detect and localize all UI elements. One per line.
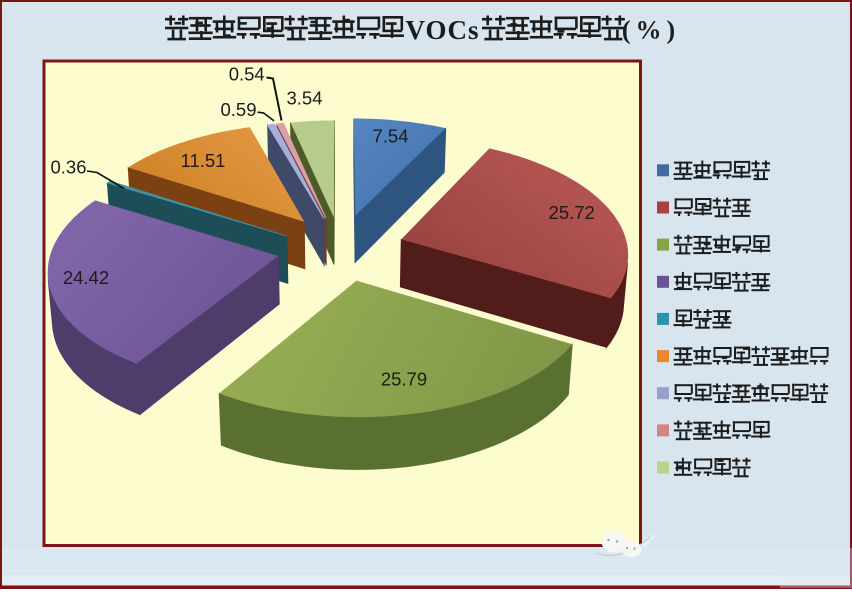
- svg-text:0.36: 0.36: [50, 157, 86, 178]
- svg-text:11.51: 11.51: [181, 150, 226, 171]
- svg-text:24.42: 24.42: [63, 267, 109, 288]
- svg-text:7.54: 7.54: [372, 126, 408, 147]
- svg-text:0.54: 0.54: [229, 64, 265, 85]
- svg-text:VOCs: VOCs: [406, 15, 480, 45]
- svg-text:25.72: 25.72: [549, 202, 595, 223]
- svg-text:(%): (%): [622, 16, 680, 45]
- svg-text:0.59: 0.59: [220, 99, 256, 120]
- svg-text:25.79: 25.79: [381, 369, 427, 390]
- svg-text:3.54: 3.54: [286, 88, 322, 109]
